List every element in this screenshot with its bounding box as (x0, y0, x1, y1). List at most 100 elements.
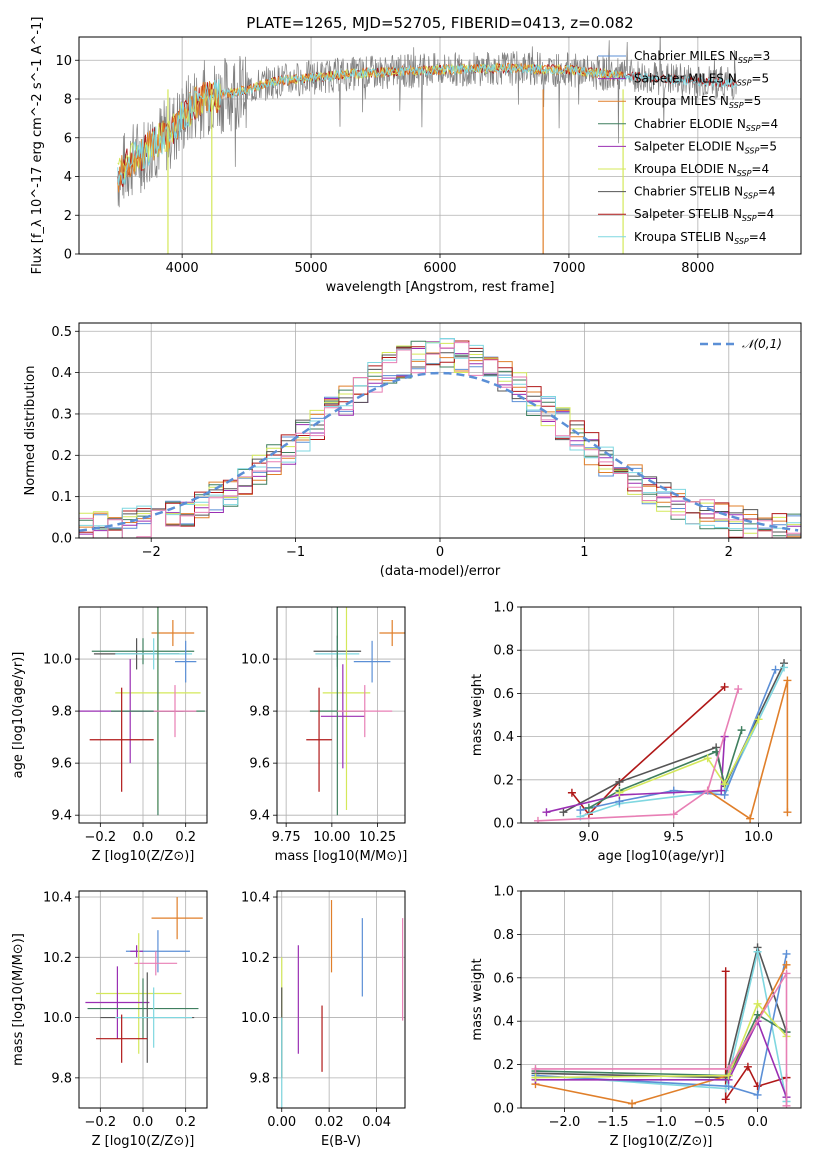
weight-vs-Z-marker (753, 999, 762, 1008)
residuals-xlabel: (data-model)/error (380, 564, 501, 579)
weight-vs-age-marker (754, 715, 763, 724)
legend-label: Kroupa ELODIE NSSP=4 (634, 162, 769, 178)
legend-label-name: Kroupa ELODIE N (634, 162, 737, 176)
weight-vs-Z-marker (753, 1010, 762, 1019)
weight-vs-Z-ytick-label: 0.2 (493, 1058, 514, 1073)
legend-label-nssp: =5 (751, 72, 769, 86)
legend-label: Salpeter STELIB NSSP=4 (634, 207, 774, 223)
mass-vs-Z-ytick-label: 9.8 (51, 1071, 72, 1086)
residuals-ytick-label: 0.0 (51, 532, 72, 547)
legend-label: Kroupa MILES NSSP=5 (634, 94, 761, 110)
weight-vs-Z-ytick-label: 0.8 (493, 928, 514, 943)
residuals-ytick-label: 0.1 (51, 490, 72, 505)
weight-vs-Z-xtick-label: −1.0 (645, 1115, 677, 1130)
residual-histogram-line (79, 338, 801, 538)
age-vs-Z-ytick-label: 9.6 (51, 757, 72, 772)
spectrum-ytick-label: 2 (64, 209, 72, 224)
weight-vs-age-marker (783, 808, 792, 817)
residual-series-group (79, 338, 801, 538)
weight-vs-Z-xtick-label: 0.0 (747, 1115, 768, 1130)
legend-label-sub: SSP (746, 124, 761, 133)
age-vs-Z-xtick-label: −0.2 (85, 830, 117, 845)
weight-vs-Z-marker (531, 1064, 540, 1073)
age-vs-Z-xtick-label: 0.2 (175, 830, 196, 845)
weight-vs-age-marker (720, 780, 729, 789)
mass-vs-Z-ylabel: mass [log10(M/M⊙)] (11, 933, 26, 1066)
age-vs-mass-xlabel: mass [log10(M/M⊙)] (275, 849, 408, 864)
weight-vs-Z-series-line (535, 944, 788, 1079)
weight-vs-Z-frame (520, 890, 802, 1109)
spectrum-ylabel: Flux [f_λ 10^-17 erg cm^-2 s^-1 A^-1] (30, 17, 45, 275)
residuals-ytick-label: 0.2 (51, 449, 72, 464)
weight-vs-age-xtick-label: 9.5 (663, 830, 684, 845)
weight-vs-Z-series-line (724, 971, 787, 1102)
legend-label-sub: SSP (737, 169, 752, 178)
weight-vs-age-marker (559, 808, 568, 817)
spectrum-xtick-label: 8000 (681, 261, 714, 276)
weight-vs-age-series-line (580, 669, 777, 811)
weight-vs-Z-xlabel: Z [log10(Z/Z⊙)] (610, 1134, 713, 1149)
age-vs-mass-ytick-label: 9.8 (249, 705, 270, 720)
legend-label-nssp: =4 (761, 117, 779, 131)
mass-vs-ebv-ytick-label: 10.0 (241, 1011, 270, 1026)
spectrum-ytick-label: 6 (64, 131, 72, 146)
weight-vs-age-series-line (707, 680, 789, 820)
mass-vs-Z-series-group (85, 897, 203, 1063)
residuals-xtick-label: 0 (436, 545, 444, 560)
residuals-frame (78, 322, 802, 539)
residuals-xtick-label: −1 (286, 545, 305, 560)
weight-vs-age-series-line (546, 736, 726, 813)
mass-vs-Z-ytick-label: 10.4 (43, 891, 72, 906)
spectrum-xtick-label: 7000 (552, 261, 585, 276)
spectrum-xtick-label: 4000 (166, 261, 199, 276)
legend-label-nssp: =4 (758, 185, 776, 199)
mass-vs-Z-frame (78, 890, 208, 1109)
mass-vs-Z-xtick-label: −0.2 (85, 1115, 117, 1130)
weight-vs-Z-marker (782, 949, 791, 958)
legend-label-name: Salpeter ELODIE N (634, 139, 745, 153)
spectrum-model-line (117, 62, 737, 186)
age-vs-mass-ytick-label: 9.4 (249, 809, 270, 824)
weight-vs-age-marker (780, 663, 789, 672)
weight-vs-age-ytick-label: 0.4 (493, 730, 514, 745)
weight-vs-Z-marker (782, 960, 791, 969)
weight-vs-Z-series-line (535, 970, 788, 1106)
legend-label-name: Kroupa MILES N (634, 94, 729, 108)
weight-vs-age-marker (771, 665, 780, 674)
weight-vs-age-marker (746, 814, 755, 823)
mass-vs-ebv-ytick-label: 10.2 (241, 951, 270, 966)
residuals-ytick-label: 0.5 (51, 325, 72, 340)
weight-vs-Z-marker (531, 1073, 540, 1082)
legend-label-sub: SSP (729, 101, 744, 110)
legend-label-nssp: =3 (753, 49, 771, 63)
gaussian-curve (79, 371, 799, 533)
legend-label-nssp: =5 (744, 94, 762, 108)
age-vs-mass-ytick-label: 10.0 (241, 653, 270, 668)
age-vs-mass-series-group (306, 607, 405, 816)
mass-vs-ebv-xtick-label: 0.02 (315, 1115, 344, 1130)
weight-vs-Z-marker (753, 1082, 762, 1091)
spectrum-ytick-label: 8 (64, 93, 72, 108)
spectrum-xlabel: wavelength [Angstrom, rest frame] (326, 280, 555, 295)
legend-label: Chabrier ELODIE NSSP=4 (634, 117, 778, 133)
weight-vs-Z-series-line (535, 953, 788, 1097)
weight-vs-age-xlabel: age [log10(age/yr)] (598, 849, 725, 864)
residuals-xtick-label: 2 (725, 545, 733, 560)
weight-vs-age-ytick-label: 0.2 (493, 773, 514, 788)
legend-label-sub: SSP (745, 146, 760, 155)
weight-vs-age-marker (669, 810, 678, 819)
weight-vs-age-marker (720, 682, 729, 691)
mass-vs-ebv-xtick-label: 0.04 (362, 1115, 391, 1130)
legend-label-nssp: =5 (759, 139, 777, 153)
legend-label-name: Kroupa STELIB N (634, 230, 734, 244)
weight-vs-Z-marker (628, 1099, 637, 1108)
weight-vs-Z-xtick-label: −1.5 (597, 1115, 629, 1130)
weight-vs-age-ytick-label: 0.6 (493, 687, 514, 702)
age-vs-Z-frame (78, 606, 208, 824)
residuals-ytick-label: 0.3 (51, 407, 72, 422)
age-vs-Z-ytick-label: 9.4 (51, 809, 72, 824)
legend-label-nssp: =4 (749, 230, 767, 244)
legend-label-name: Chabrier STELIB N (634, 185, 743, 199)
spectrum-data-line (117, 37, 737, 208)
